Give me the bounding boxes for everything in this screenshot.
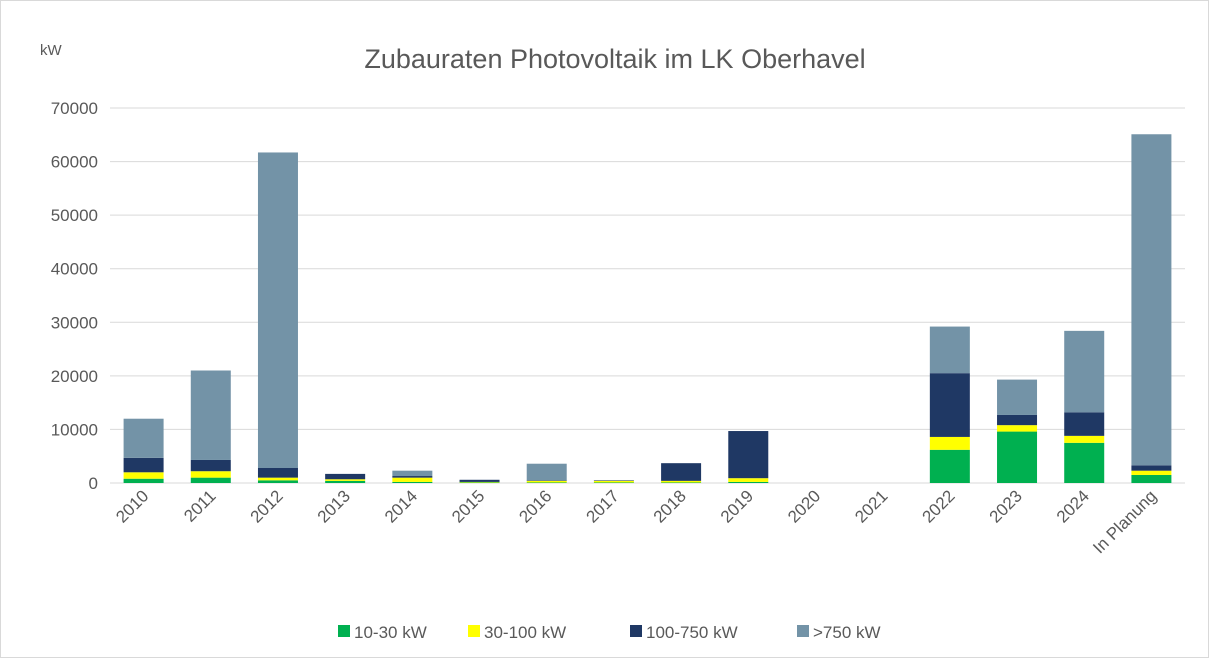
bar-segment	[661, 480, 702, 483]
bar-segment	[1131, 465, 1172, 471]
bar-segment	[661, 463, 702, 481]
bar-segment	[661, 482, 702, 483]
y-tick-label: 50000	[51, 206, 98, 225]
bar-segment	[392, 476, 433, 478]
bar-segment	[392, 470, 433, 477]
bar-segment	[1064, 442, 1105, 483]
bar-segment	[1064, 330, 1105, 413]
bar-segment	[123, 418, 164, 458]
y-tick-label: 20000	[51, 367, 98, 386]
bar-segment	[123, 457, 164, 473]
bar-segment	[1131, 134, 1172, 466]
chart-title: Zubauraten Photovoltaik im LK Oberhavel	[364, 44, 865, 74]
bar-segment	[997, 431, 1038, 483]
bar-segment	[459, 479, 500, 482]
bar-segment	[728, 431, 769, 479]
legend-swatch	[797, 625, 809, 637]
bar-segment	[997, 414, 1038, 426]
y-tick-label: 60000	[51, 153, 98, 172]
bar-segment	[392, 481, 433, 483]
bar-segment	[593, 480, 634, 481]
bar-segment	[392, 477, 433, 482]
bar-segment	[1131, 470, 1172, 475]
legend-swatch	[630, 625, 642, 637]
legend-label: 100-750 kW	[646, 623, 738, 642]
y-tick-label: 0	[89, 474, 98, 493]
y-axis-label: kW	[40, 42, 63, 59]
legend-label: 30-100 kW	[484, 623, 566, 642]
bar-segment	[190, 471, 231, 478]
bar-segment	[929, 373, 970, 437]
y-tick-label: 30000	[51, 313, 98, 332]
bar-segment	[190, 370, 231, 460]
y-tick-label: 40000	[51, 260, 98, 279]
bar-segment	[593, 482, 634, 483]
y-tick-label: 70000	[51, 99, 98, 118]
bar-segment	[257, 480, 298, 483]
bar-segment	[257, 477, 298, 481]
bar-segment	[123, 478, 164, 483]
bar-segment	[190, 477, 231, 483]
bar-segment	[526, 463, 567, 481]
bar-segment	[526, 480, 567, 481]
bar-segment	[997, 379, 1038, 415]
bar-segment	[997, 425, 1038, 432]
y-tick-label: 10000	[51, 420, 98, 439]
bar-segment	[526, 482, 567, 483]
bar-segment	[526, 480, 567, 483]
bar-segment	[123, 472, 164, 479]
legend-label: >750 kW	[813, 623, 881, 642]
bar-segment	[728, 481, 769, 483]
bar-segment	[1131, 474, 1172, 483]
bar-segment	[257, 468, 298, 478]
legend-label: 10-30 kW	[354, 623, 427, 642]
bar-segment	[325, 480, 366, 483]
bar-segment	[593, 480, 634, 483]
bar-segment	[929, 449, 970, 483]
bar-segment	[325, 473, 366, 480]
bar-segment	[190, 459, 231, 472]
legend-swatch	[338, 625, 350, 637]
bar-segment	[1064, 435, 1105, 443]
bar-segment	[929, 436, 970, 450]
bar-segment	[1064, 412, 1105, 436]
bar-segment	[459, 481, 500, 483]
bar-segment	[728, 478, 769, 482]
legend-swatch	[468, 625, 480, 637]
bar-segment	[929, 326, 970, 374]
bar-segment	[325, 479, 366, 481]
bar-segment	[459, 482, 500, 483]
bar-segment	[257, 152, 298, 468]
